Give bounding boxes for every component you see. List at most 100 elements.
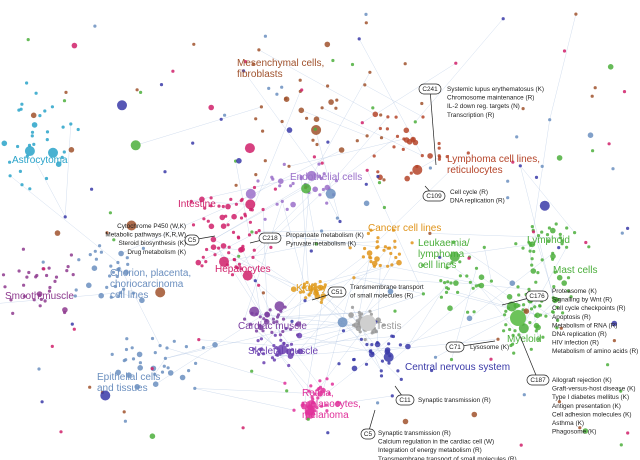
node [369,312,373,316]
node [444,290,449,294]
node [560,239,564,243]
node [381,323,386,327]
node [550,253,556,260]
node [165,346,169,350]
node [591,149,595,153]
node [112,238,116,242]
node [447,305,453,312]
node [363,83,367,87]
node [372,111,379,118]
node [558,232,562,236]
node [324,403,328,407]
node [273,187,277,191]
node [311,138,315,142]
node [263,159,267,163]
node [252,185,257,190]
node [532,249,536,254]
node [439,295,443,299]
cluster-label: fibroblasts [237,69,283,80]
node [257,283,261,287]
node [357,310,361,315]
edge [315,262,400,292]
pathway-item: Asthma (K) [552,420,584,427]
node [289,327,293,331]
cluster-label: Leukaemia/ [418,238,470,249]
node [376,236,380,240]
node [489,357,493,361]
node [291,181,295,186]
edge [319,136,398,195]
edge [484,247,492,282]
node [257,48,261,52]
edge [299,335,371,352]
node [552,285,556,289]
node [437,141,441,146]
node [273,333,277,337]
edge [237,189,316,268]
node [192,42,196,46]
node [251,62,255,66]
node [508,327,512,332]
node [43,299,47,303]
node [370,343,374,347]
node [541,335,545,339]
node [313,116,320,122]
node [272,358,276,362]
node [315,406,319,410]
node [506,196,510,200]
edge [252,194,321,258]
node [77,258,81,262]
node [546,239,550,243]
node [17,269,21,273]
node [267,86,271,90]
node [364,182,368,186]
node [9,298,13,302]
edge [198,339,274,346]
node [366,250,373,256]
node [126,220,137,231]
node [325,377,329,381]
node [409,171,413,175]
node [237,262,241,266]
edge [277,312,360,318]
node [302,284,306,289]
cluster-label: Lymphoma cell lines, [447,154,540,165]
node [212,342,218,348]
node [125,256,129,260]
node [226,223,230,227]
node [368,255,372,259]
node [61,125,65,129]
node [261,291,265,295]
node [270,330,274,334]
pathway-item: Type I diabetes mellitus (K) [552,394,629,401]
node [369,349,373,353]
edge [371,282,452,355]
node [514,242,518,246]
node [25,275,29,279]
node [590,94,594,98]
node [68,147,75,153]
node [285,207,289,211]
node [337,362,341,366]
node [325,201,329,205]
node [262,361,266,365]
pathway-item: Phagosome (K) [552,429,596,436]
node [372,154,376,158]
pathway-item: Graft-versus-host disease (K) [552,386,635,393]
node [521,246,525,250]
node [394,115,398,119]
pathway-item: Transcription (R) [447,112,494,119]
node [374,341,381,348]
cluster-label: Lymphoid [527,235,570,246]
edge [407,281,448,347]
node [376,245,380,249]
node [550,227,556,234]
node [369,260,373,264]
node [465,274,469,278]
node [320,106,324,110]
edge [120,292,142,301]
node [326,84,330,88]
node [256,339,260,343]
node [309,291,313,295]
